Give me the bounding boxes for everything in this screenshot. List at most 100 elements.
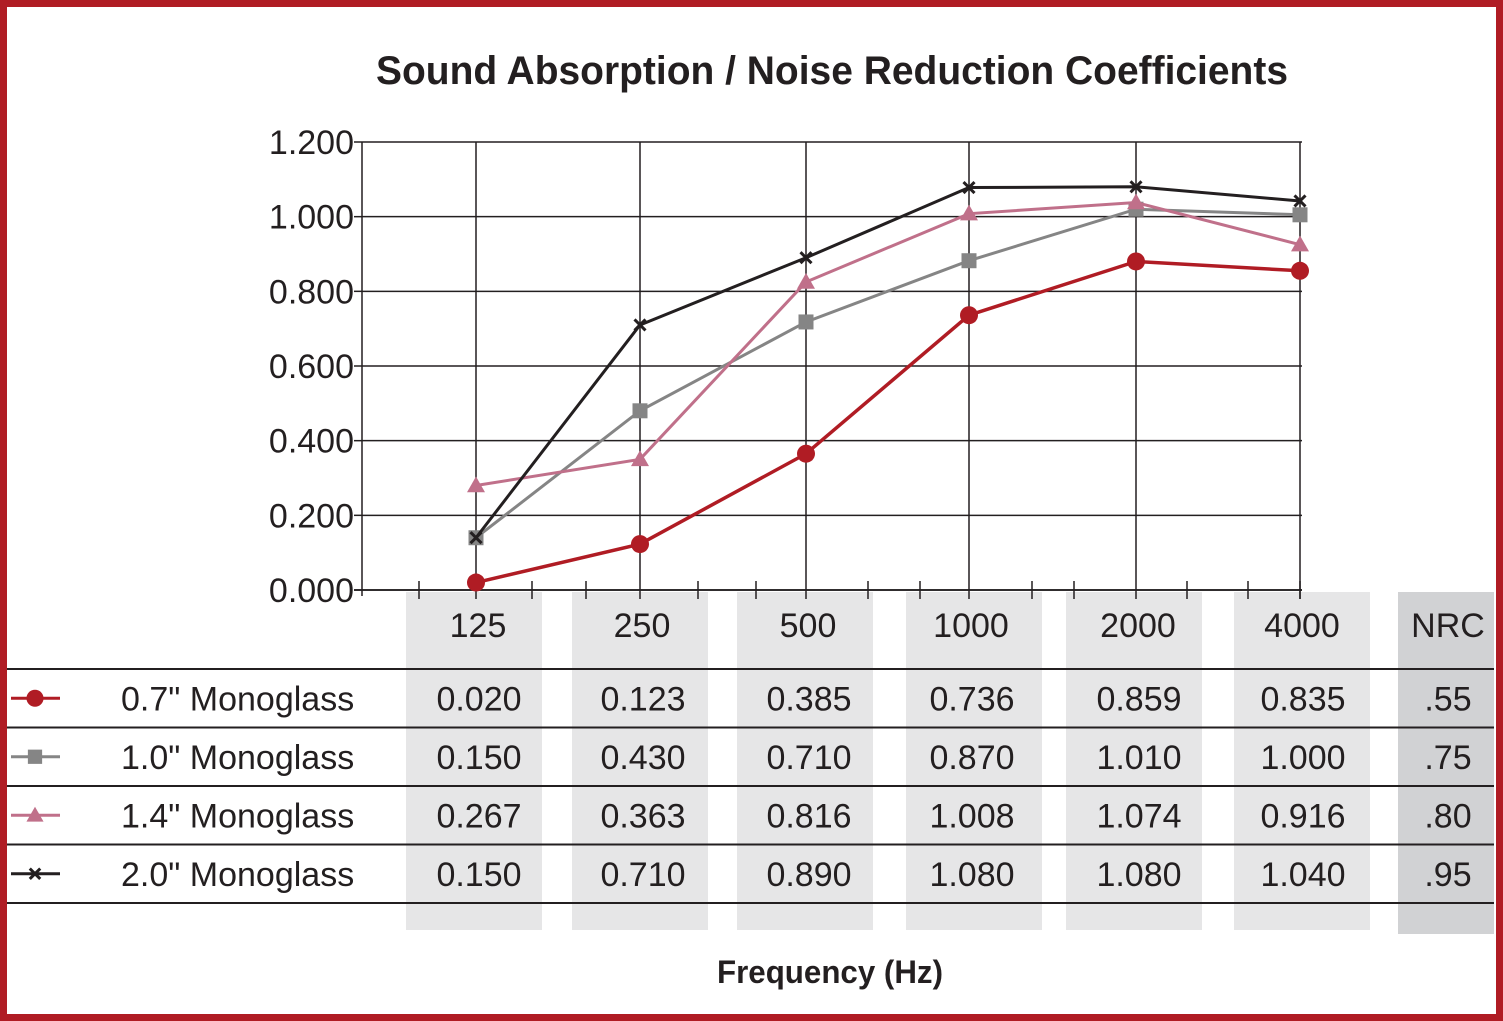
column-band-250: [572, 592, 708, 930]
data-point: [633, 318, 647, 332]
table-cell: 0.123: [600, 680, 685, 718]
nrc-cell: .75: [1424, 739, 1471, 777]
table-cell: 0.267: [436, 797, 521, 835]
table-cell: 0.020: [436, 680, 521, 718]
table-cell: 1.074: [1096, 797, 1181, 835]
x-tick-label: 125: [450, 607, 507, 645]
y-tick-label: 0.000: [269, 572, 354, 610]
series-1: [467, 252, 1309, 592]
table-cell: 0.150: [436, 739, 521, 777]
data-point: [799, 251, 813, 265]
data-point: [1127, 252, 1145, 271]
table-cell: 1.040: [1260, 856, 1345, 894]
table-row: 0.7" Monoglass 0.020 0.123 0.385 0.736 0.859 0…: [11, 680, 1472, 718]
data-point: [469, 531, 483, 545]
marker-x-stroke: [28, 867, 42, 881]
table-cell: 0.736: [929, 680, 1014, 718]
y-tick-label: 0.800: [269, 273, 354, 311]
table-cell: 1.000: [1260, 739, 1345, 777]
marker-x-stroke: [962, 180, 976, 195]
table-cell: 1.080: [929, 856, 1014, 894]
y-tick-labels: 0.000 0.200 0.400 0.600 0.800 1.000 1.200: [269, 124, 354, 610]
y-tick-label: 1.000: [269, 199, 354, 237]
data-point: [1291, 235, 1309, 252]
table-cell: 0.710: [766, 739, 851, 777]
data-point: [962, 180, 976, 195]
axes: [354, 141, 1302, 599]
legend-marker-x-icon: [28, 867, 42, 881]
table-cell: 0.430: [600, 739, 685, 777]
series-line: [475, 200, 1301, 487]
x-tick-label: 250: [614, 607, 671, 645]
x-tick-label: 1000: [933, 607, 1009, 645]
data-point: [960, 306, 978, 325]
legend-swatch: [11, 867, 60, 881]
table-cell: 0.870: [929, 739, 1014, 777]
table-cell: 0.916: [1260, 797, 1345, 835]
series-group: [467, 180, 1309, 592]
column-band-4000: [1234, 592, 1370, 930]
table-cell: 0.150: [436, 856, 521, 894]
data-point: [797, 444, 815, 463]
table-cell: 0.859: [1096, 680, 1181, 718]
table-row: 1.4" Monoglass 0.267 0.363 0.816 1.008 1.074 0…: [11, 797, 1472, 835]
legend-swatch: [11, 749, 60, 764]
table-cell: 1.008: [929, 797, 1014, 835]
table-cell: 0.385: [766, 680, 851, 718]
data-point: [632, 403, 648, 419]
data-point: [1291, 261, 1309, 280]
x-tick-label: 500: [780, 607, 837, 645]
table-cell: 0.835: [1260, 680, 1345, 718]
x-category-labels: 125 250 500 1000 2000 4000: [450, 607, 1340, 645]
table-cell: 0.710: [600, 856, 685, 894]
data-point: [1292, 207, 1308, 223]
legend-label: 1.4" Monoglass: [121, 797, 354, 835]
legend-marker-square-icon: [27, 749, 43, 764]
nrc-cell: .55: [1424, 680, 1471, 718]
marker-x-stroke: [1293, 194, 1307, 208]
data-point: [1127, 193, 1145, 210]
table-cell: 1.010: [1096, 739, 1181, 777]
series-3: [467, 193, 1309, 493]
data-point: [1129, 180, 1143, 194]
series-4: [469, 180, 1307, 545]
x-tick-label: 4000: [1264, 607, 1340, 645]
marker-x-stroke: [1129, 180, 1143, 194]
column-band-1000: [906, 592, 1042, 930]
legend-label: 2.0" Monoglass: [121, 856, 354, 894]
legend-swatch: [11, 689, 60, 707]
y-tick-label: 0.600: [269, 348, 354, 386]
table-row: 2.0" Monoglass 0.150 0.710 0.890 1.080 1.080 1…: [11, 856, 1472, 894]
column-band-500: [737, 592, 873, 930]
marker-x-stroke: [633, 318, 647, 332]
table-cell: 1.080: [1096, 856, 1181, 894]
nrc-header: NRC: [1411, 607, 1485, 645]
x-tick-label: 2000: [1100, 607, 1176, 645]
table-cell: 0.363: [600, 797, 685, 835]
column-band-2000: [1066, 592, 1202, 930]
table-cell: 0.890: [766, 856, 851, 894]
legend-label: 0.7" Monoglass: [121, 680, 354, 718]
series-line: [474, 185, 1301, 539]
y-tick-label: 0.400: [269, 423, 354, 461]
series-2: [468, 201, 1308, 546]
chart-title: Sound Absorption / Noise Reduction Coeff…: [376, 49, 1288, 93]
data-point: [467, 476, 485, 493]
legend-marker-triangle-icon: [26, 806, 44, 822]
data-point: [961, 253, 977, 269]
y-tick-label: 1.200: [269, 124, 354, 162]
column-bands: [406, 592, 1494, 934]
marker-x-stroke: [799, 251, 813, 265]
data-point: [467, 573, 485, 592]
y-tick-label: 0.200: [269, 497, 354, 535]
data-point: [1293, 194, 1307, 208]
x-axis-label: Frequency (Hz): [717, 954, 943, 990]
series-line: [475, 259, 1301, 585]
nrc-cell: .95: [1424, 856, 1471, 894]
data-point: [798, 314, 814, 330]
nrc-cell: .80: [1424, 797, 1471, 835]
data-point: [797, 273, 815, 289]
data-point: [631, 535, 649, 554]
nrc-band: [1398, 592, 1494, 934]
table-cell: 0.816: [766, 797, 851, 835]
